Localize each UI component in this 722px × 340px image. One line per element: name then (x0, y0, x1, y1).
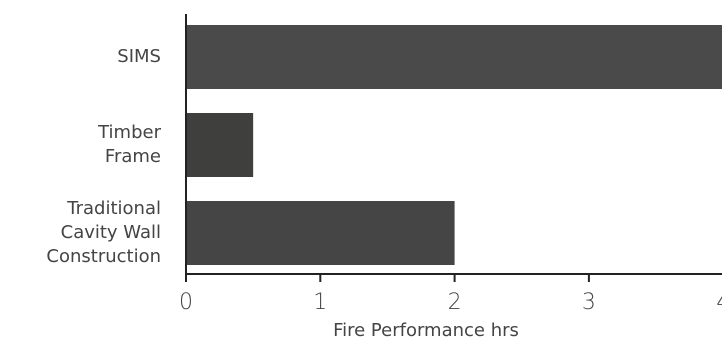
x-tick-label: 1 (313, 290, 327, 315)
bar (186, 25, 722, 89)
category-label: Timber (97, 122, 161, 143)
bars-group (186, 25, 722, 265)
category-label: Construction (46, 246, 161, 267)
bar (186, 113, 254, 177)
bar (186, 201, 455, 265)
category-label: Frame (105, 146, 161, 167)
x-tick-label: 2 (448, 290, 462, 315)
category-labels: SIMS Timber Frame Traditional Cavity Wall Con… (46, 46, 161, 267)
x-axis-title: Fire Performance hrs (333, 320, 519, 340)
category-label: Cavity Wall (61, 222, 161, 243)
category-label: SIMS (117, 46, 161, 67)
x-tick-label: 3 (582, 290, 596, 315)
x-axis-ticks: 0 1 2 3 4 (179, 274, 722, 315)
category-label: Traditional (66, 198, 161, 219)
x-tick-label: 0 (179, 290, 193, 315)
x-tick-label: 4 (716, 290, 722, 315)
